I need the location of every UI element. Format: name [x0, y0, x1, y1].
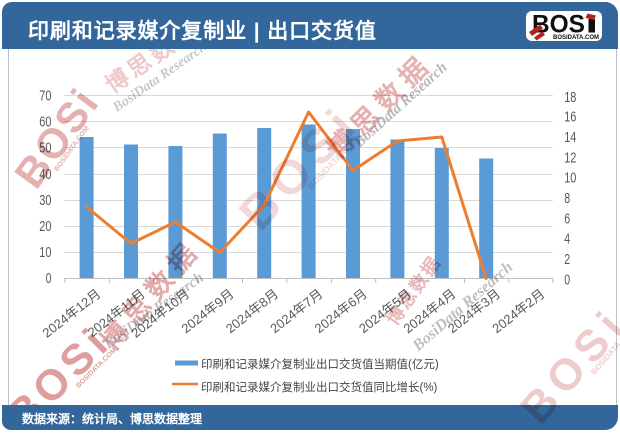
svg-text:30: 30 [39, 193, 51, 209]
svg-text:印刷和记录媒介复制业出口交货值同比增长(%): 印刷和记录媒介复制业出口交货值同比增长(%) [201, 380, 438, 394]
svg-text:印刷和记录媒介复制业出口交货值当期值(亿元): 印刷和记录媒介复制业出口交货值当期值(亿元) [201, 357, 439, 371]
svg-text:18: 18 [564, 90, 576, 106]
svg-text:4: 4 [564, 232, 570, 248]
svg-text:20: 20 [39, 219, 51, 235]
svg-text:60: 60 [39, 115, 51, 131]
svg-text:50: 50 [39, 141, 51, 157]
svg-text:0: 0 [564, 273, 570, 289]
svg-text:12: 12 [564, 150, 576, 166]
svg-text:BOSIDATA.COM: BOSIDATA.COM [553, 34, 599, 41]
svg-text:70: 70 [39, 89, 51, 105]
svg-text:16: 16 [564, 110, 576, 126]
svg-text:0: 0 [46, 271, 52, 287]
svg-text:14: 14 [564, 130, 576, 146]
svg-text:8: 8 [564, 191, 570, 207]
svg-text:40: 40 [39, 167, 51, 183]
svg-text:10: 10 [564, 171, 576, 187]
svg-text:10: 10 [39, 245, 51, 261]
svg-text:6: 6 [564, 211, 570, 227]
svg-text:2: 2 [564, 252, 570, 268]
